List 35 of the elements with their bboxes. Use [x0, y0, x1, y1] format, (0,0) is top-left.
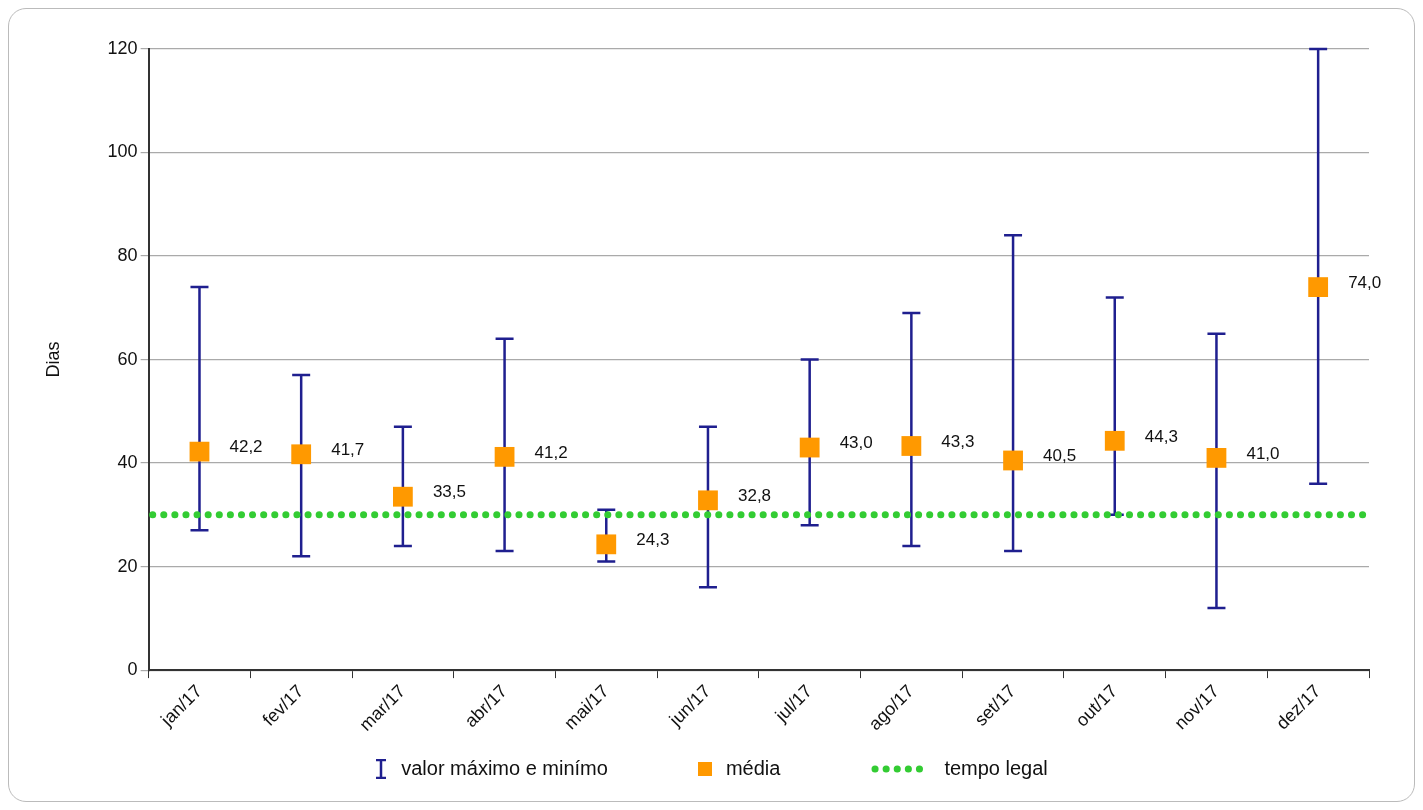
y-tick-label: 120 [107, 37, 138, 58]
y-tick-label: 40 [117, 452, 138, 473]
data-label: 40,5 [1043, 446, 1077, 466]
point [1308, 277, 1329, 297]
point [1003, 450, 1023, 471]
data-label: 74,0 [1348, 272, 1382, 292]
data-label: 32,8 [737, 486, 772, 506]
data-label: 42,2 [229, 437, 263, 457]
point [596, 534, 617, 555]
point [1104, 430, 1125, 451]
data-label: 24,3 [636, 530, 670, 550]
y-tick-label: 100 [107, 141, 138, 162]
data-label: 43,0 [839, 433, 873, 453]
y-tick-label: 60 [117, 348, 138, 369]
point [291, 444, 312, 465]
point [494, 446, 515, 467]
data-label: 33,5 [432, 482, 466, 502]
data-label: 41,0 [1246, 443, 1280, 463]
y-tick-label: 80 [117, 245, 138, 266]
point [698, 490, 718, 511]
legend-label: tempo legal [944, 757, 1048, 780]
y-axis-title: Dias [42, 341, 63, 378]
data-label: 41,2 [534, 442, 568, 462]
data-label: 44,3 [1144, 426, 1178, 446]
point [189, 441, 210, 462]
y-tick-label: 0 [127, 659, 138, 680]
data-label: 41,7 [331, 439, 365, 459]
point [799, 437, 820, 458]
text: valor máximo e minímo [401, 757, 608, 780]
point [392, 486, 413, 507]
data-label: 43,3 [941, 431, 975, 451]
legend-label: média [725, 757, 781, 780]
y-tick-label: 20 [117, 555, 138, 576]
point [901, 436, 922, 456]
point [1206, 448, 1227, 468]
